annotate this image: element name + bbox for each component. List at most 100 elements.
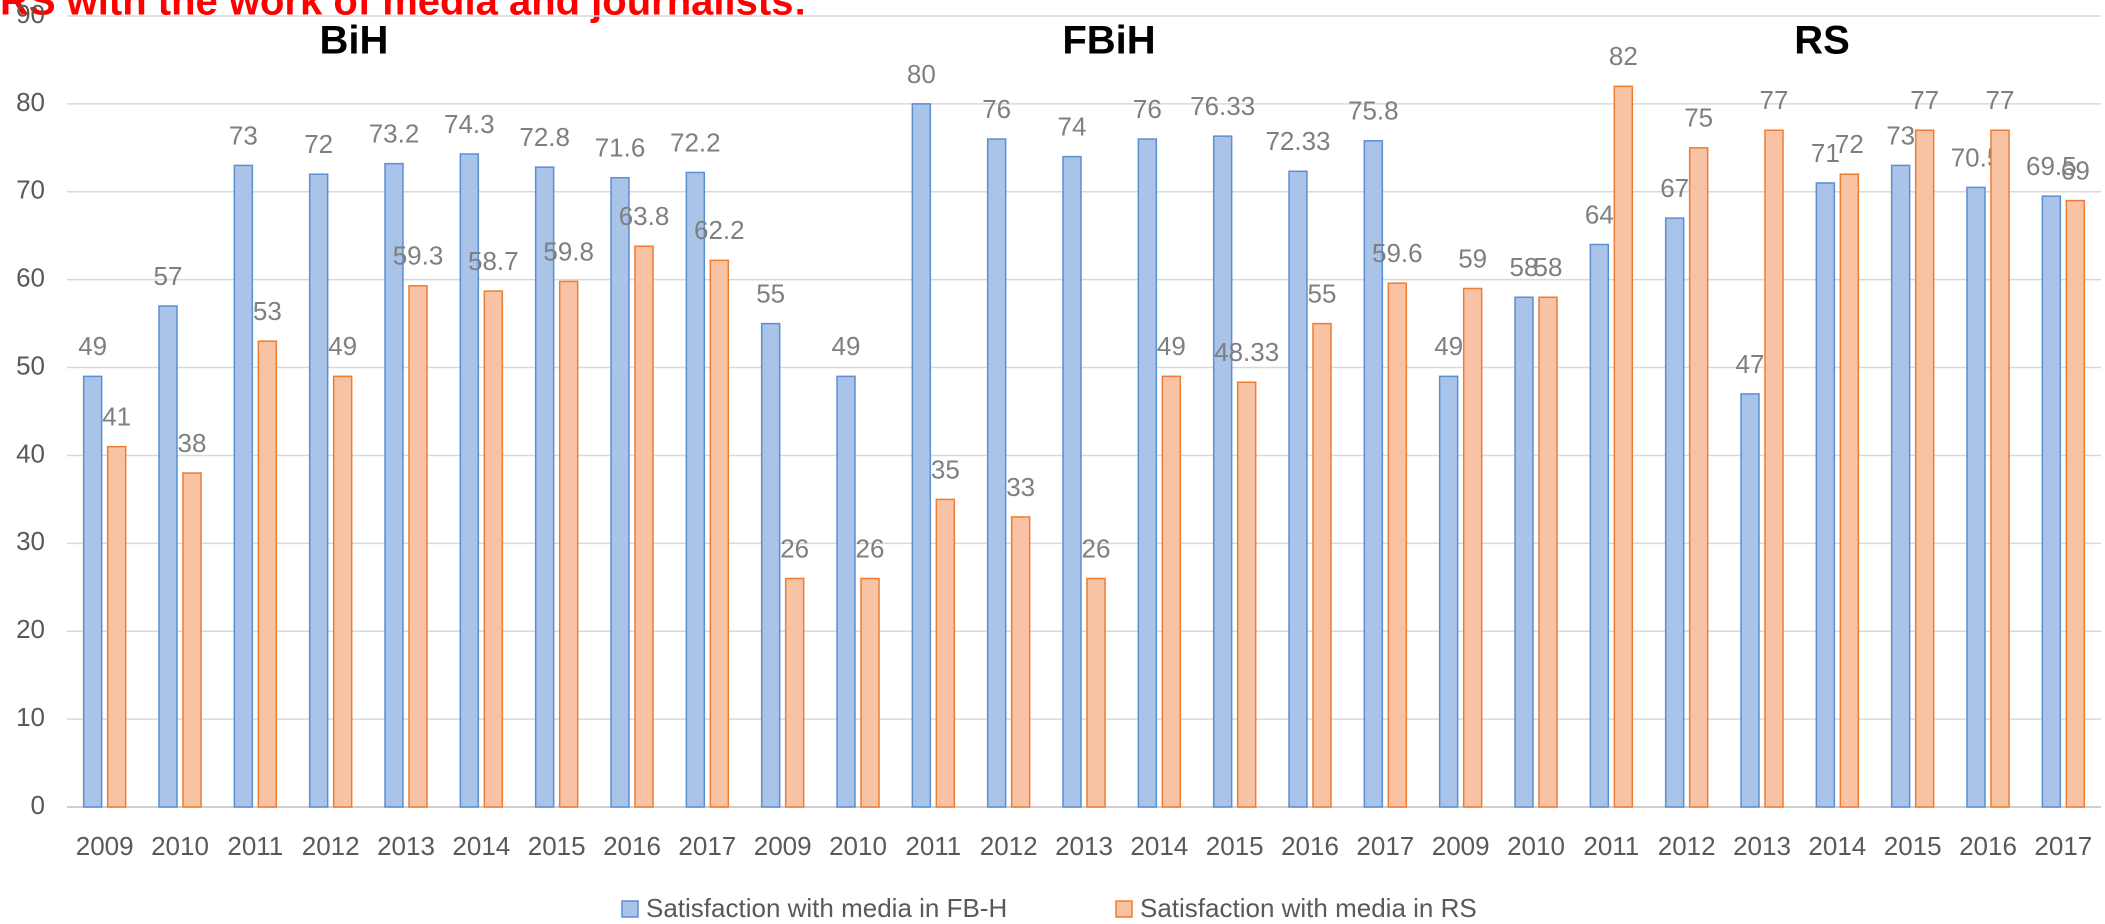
value-label: 26 xyxy=(856,533,885,563)
bar xyxy=(911,103,932,808)
bar xyxy=(760,322,781,808)
bar xyxy=(1161,375,1182,808)
value-label: 38 xyxy=(178,428,207,458)
bar xyxy=(1688,147,1709,808)
bar xyxy=(82,375,103,808)
bar xyxy=(1613,85,1634,808)
bar xyxy=(1312,322,1332,808)
value-label: 33 xyxy=(1006,472,1035,502)
value-label: 76 xyxy=(982,94,1011,124)
bar xyxy=(784,577,805,808)
bar xyxy=(1914,129,1935,808)
value-label: 49 xyxy=(1434,331,1463,361)
value-label: 71.6 xyxy=(595,133,646,163)
value-label: 59.8 xyxy=(543,236,594,266)
bar xyxy=(1966,186,1986,808)
group-label: FBiH xyxy=(1062,19,1155,63)
value-label: 47 xyxy=(1736,349,1765,379)
x-tick-label: 2014 xyxy=(452,831,510,861)
bar xyxy=(534,166,555,808)
value-label: 69 xyxy=(2061,155,2090,185)
x-tick-label: 2010 xyxy=(151,831,209,861)
x-tick-label: 2014 xyxy=(1808,831,1866,861)
bar xyxy=(1137,138,1158,808)
bar xyxy=(1236,381,1257,808)
x-tick-label: 2017 xyxy=(2034,831,2092,861)
bar xyxy=(634,245,654,808)
value-label: 48.33 xyxy=(1214,337,1279,367)
bar xyxy=(384,162,404,808)
bar xyxy=(257,340,278,808)
value-label: 59.3 xyxy=(393,241,444,271)
value-label: 59.6 xyxy=(1372,238,1423,268)
legend-swatch xyxy=(621,900,639,918)
bar xyxy=(182,472,202,808)
value-label: 74 xyxy=(1058,111,1087,141)
x-tick-label: 2015 xyxy=(1206,831,1264,861)
value-label: 72.33 xyxy=(1265,126,1330,156)
value-label: 72.8 xyxy=(519,122,570,152)
x-tick-label: 2012 xyxy=(302,831,360,861)
x-tick-label: 2016 xyxy=(1281,831,1339,861)
x-tick-label: 2011 xyxy=(1583,831,1639,861)
value-label: 72.2 xyxy=(670,127,721,157)
y-tick-label: 80 xyxy=(16,87,45,117)
bar xyxy=(233,164,254,808)
value-label: 26 xyxy=(1082,533,1111,563)
x-tick-label: 2009 xyxy=(754,831,812,861)
value-label: 80 xyxy=(907,59,936,89)
value-label: 72 xyxy=(304,129,333,159)
bar xyxy=(2065,199,2086,808)
x-tick-label: 2013 xyxy=(377,831,435,861)
value-label: 77 xyxy=(1986,85,2015,115)
bar xyxy=(1839,173,1860,808)
bar xyxy=(1538,296,1558,808)
bar xyxy=(1890,164,1911,808)
bar xyxy=(2041,195,2062,808)
value-label: 73.2 xyxy=(369,119,420,149)
bar xyxy=(1438,375,1459,808)
bar xyxy=(1288,170,1308,808)
bar xyxy=(935,498,956,808)
bar xyxy=(1740,393,1760,808)
bar xyxy=(558,280,579,808)
bar xyxy=(1990,129,2010,808)
value-label: 77 xyxy=(1760,85,1789,115)
value-label: 53 xyxy=(253,296,282,326)
value-label: 55 xyxy=(1308,278,1337,308)
y-tick-label: 70 xyxy=(16,175,45,205)
value-label: 77 xyxy=(1910,85,1939,115)
value-label: 75 xyxy=(1684,103,1713,133)
bar xyxy=(1363,140,1384,808)
value-label: 73 xyxy=(229,120,258,150)
x-tick-label: 2016 xyxy=(1959,831,2017,861)
bar xyxy=(986,138,1007,808)
bar xyxy=(1514,296,1534,808)
y-tick-label: 30 xyxy=(16,526,45,556)
value-label: 63.8 xyxy=(619,201,670,231)
value-label: 82 xyxy=(1609,41,1638,71)
value-label: 62.2 xyxy=(694,215,745,245)
legend-swatch xyxy=(1115,900,1133,918)
y-tick-label: 50 xyxy=(16,350,45,380)
bar xyxy=(332,375,353,808)
bar xyxy=(1062,155,1082,808)
bar xyxy=(836,375,856,808)
bar xyxy=(106,445,127,808)
bar xyxy=(1764,129,1784,808)
bar xyxy=(1815,182,1836,808)
value-label: 76.33 xyxy=(1190,91,1255,121)
value-label: 74.3 xyxy=(444,109,495,139)
value-label: 72 xyxy=(1835,129,1864,159)
x-tick-label: 2012 xyxy=(980,831,1038,861)
y-tick-label: 90 xyxy=(16,0,45,29)
legend-label: Satisfaction with media in RS xyxy=(1140,893,1477,923)
group-label: BiH xyxy=(320,19,389,63)
value-label: 71 xyxy=(1811,138,1840,168)
x-tick-label: 2013 xyxy=(1055,831,1113,861)
y-tick-label: 60 xyxy=(16,263,45,293)
x-tick-label: 2015 xyxy=(528,831,586,861)
x-tick-label: 2011 xyxy=(227,831,283,861)
legend-label: Satisfaction with media in FB-H xyxy=(646,893,1007,923)
